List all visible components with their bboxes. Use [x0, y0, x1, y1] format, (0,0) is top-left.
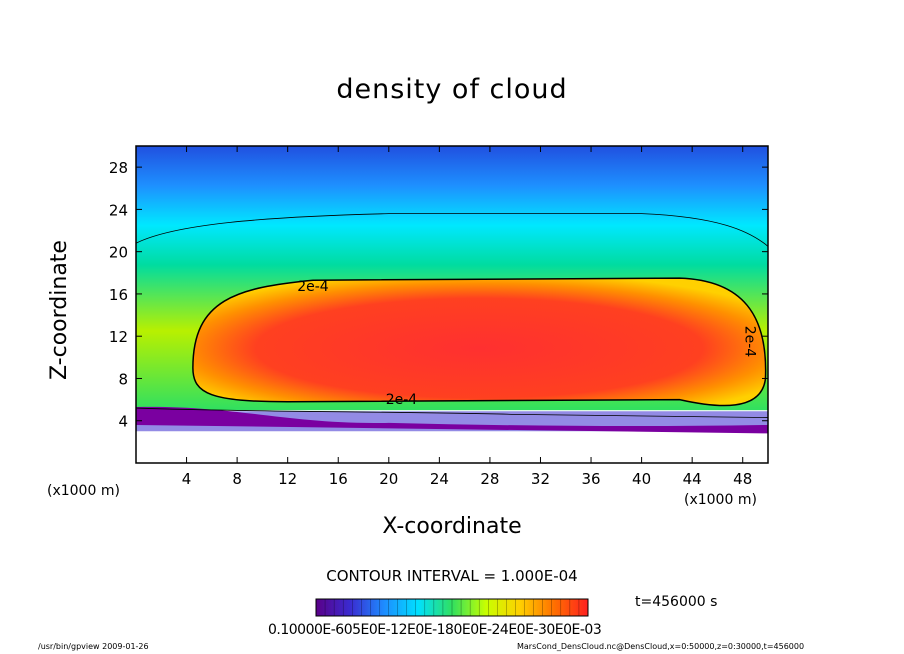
x-tick-label: 36	[581, 470, 600, 488]
x-axis-unit-left: (x1000 m)	[47, 483, 120, 499]
plot-frame	[135, 145, 769, 464]
purple-band	[136, 406, 768, 434]
time-label: t=456000 s	[635, 594, 718, 610]
x-tick-label: 4	[182, 470, 192, 488]
contour-line-outer	[136, 213, 768, 247]
chart-title: density of cloud	[336, 74, 568, 105]
y-tick-label: 28	[109, 159, 128, 177]
cloud-core	[192, 278, 766, 406]
x-tick-label: 12	[278, 470, 297, 488]
x-tick-label: 40	[632, 470, 651, 488]
x-tick-label: 28	[480, 470, 499, 488]
y-tick-label: 4	[118, 413, 128, 431]
contour-line-2e-4	[192, 277, 767, 407]
x-tick-label: 16	[329, 470, 348, 488]
y-tick-label: 12	[109, 328, 128, 346]
y-tick-label: 20	[109, 244, 128, 262]
y-tick-label: 16	[109, 286, 128, 304]
colorbar-tick-labels: 0.10000E-605E0E-12E0E-180E0E-24E0E-30E0E…	[268, 622, 602, 638]
x-tick-label: 44	[683, 470, 702, 488]
x-tick-label: 20	[379, 470, 398, 488]
footer-right-text: MarsCond_DensCloud.nc@DensCloud,x=0:5000…	[517, 642, 805, 651]
x-axis-label: X-coordinate	[382, 514, 522, 539]
x-tick-label: 48	[733, 470, 752, 488]
contour-interval-text: CONTOUR INTERVAL = 1.000E-04	[326, 567, 578, 585]
x-tick-label: 32	[531, 470, 550, 488]
contour-label-2: 2e-4	[741, 326, 757, 358]
x-tick-label: 8	[232, 470, 242, 488]
y-tick-label: 24	[109, 201, 128, 219]
footer-left-text: /usr/bin/gpview 2009-01-26	[38, 642, 149, 651]
x-axis-unit-right: (x1000 m)	[684, 492, 757, 508]
x-tick-label: 24	[430, 470, 449, 488]
y-tick-label: 8	[118, 370, 128, 388]
contour-label-1: 2e-4	[386, 392, 418, 408]
contour-line-lower	[136, 407, 768, 418]
contour-label-0: 2e-4	[297, 279, 329, 295]
